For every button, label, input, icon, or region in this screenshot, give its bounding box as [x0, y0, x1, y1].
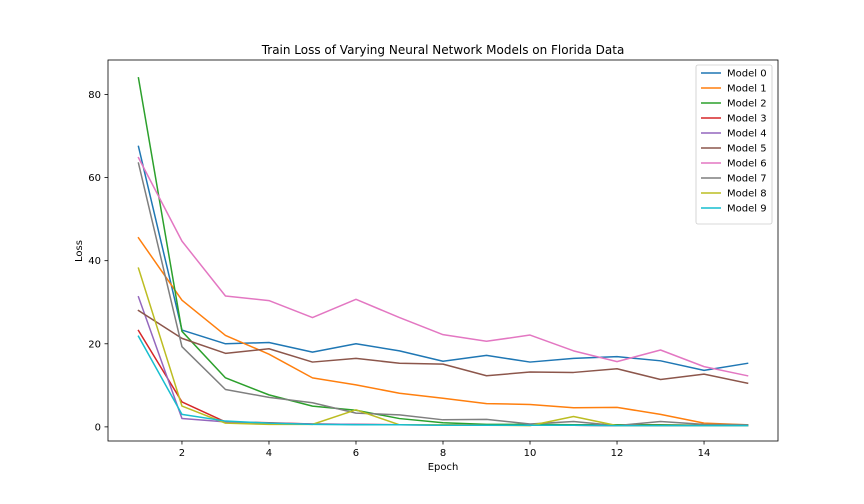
series-layer [137, 77, 749, 427]
y-axis-title: Loss [74, 240, 85, 262]
series-line-model-6 [137, 156, 749, 377]
x-tick-label: 4 [266, 448, 272, 459]
y-tick-label: 20 [88, 339, 101, 350]
legend-box [695, 64, 773, 225]
series-line-model-0 [137, 145, 749, 372]
series-line-model-5 [137, 309, 749, 385]
legend-label-model-3: Model 3 [727, 114, 767, 125]
legend-label-model-2: Model 2 [727, 99, 767, 110]
series-line-model-1 [137, 236, 749, 426]
chart-title: Train Loss of Varying Neural Network Mod… [261, 43, 625, 57]
series-line-model-9 [137, 335, 749, 427]
series-line-model-2 [137, 77, 749, 426]
y-tick-label: 80 [88, 90, 101, 101]
legend-label-model-5: Model 5 [727, 144, 767, 155]
x-tick-label: 12 [611, 448, 624, 459]
x-tick-label: 2 [179, 448, 185, 459]
legend-label-model-6: Model 6 [727, 159, 767, 170]
series-line-model-7 [137, 162, 749, 427]
legend: Model 0 Model 1 Model 2 Model 3 Model 4 Model… [695, 64, 773, 225]
x-axis: 2 4 6 8 10 12 14 [179, 441, 711, 459]
legend-label-model-4: Model 4 [727, 129, 767, 140]
x-tick-label: 6 [353, 448, 359, 459]
x-tick-label: 10 [524, 448, 537, 459]
legend-label-model-0: Model 0 [727, 69, 767, 80]
x-axis-title: Epoch [428, 462, 459, 473]
legend-label-model-1: Model 1 [727, 84, 767, 95]
legend-label-model-9: Model 9 [727, 204, 767, 215]
y-tick-label: 40 [88, 256, 101, 267]
y-tick-label: 0 [95, 422, 101, 433]
y-tick-label: 60 [88, 173, 101, 184]
y-axis: 0 20 40 60 80 [88, 90, 108, 433]
legend-label-model-8: Model 8 [727, 189, 767, 200]
x-tick-label: 14 [698, 448, 711, 459]
legend-label-model-7: Model 7 [727, 174, 767, 185]
x-tick-label: 8 [440, 448, 446, 459]
